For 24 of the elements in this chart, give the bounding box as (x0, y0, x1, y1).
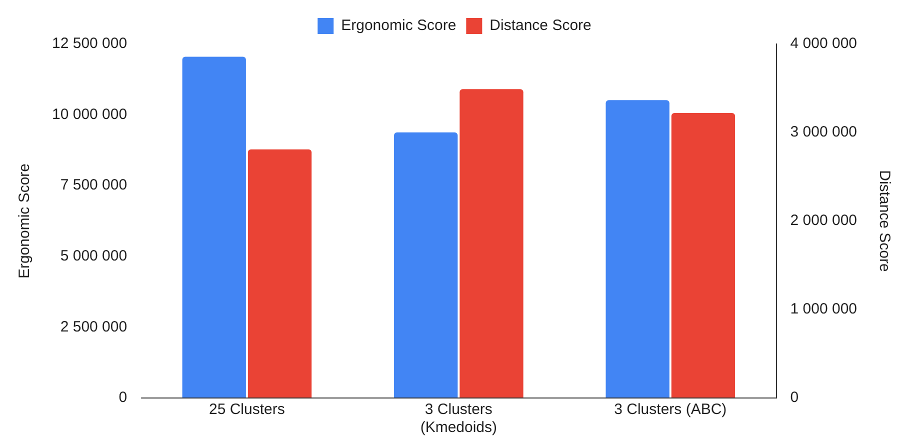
y-tick-label: 5 000 000 (60, 248, 128, 265)
y2-tick-label: 1 000 000 (790, 300, 858, 318)
y2-tick-label: 3 000 000 (790, 124, 858, 141)
bar (606, 100, 670, 398)
bar (394, 132, 458, 398)
y2-tick-label: 0 (790, 389, 799, 406)
y2-tick-label: 2 000 000 (790, 212, 858, 230)
bar (182, 56, 246, 398)
y2-tick-label: 4 000 000 (790, 35, 858, 52)
bar (248, 149, 312, 398)
x-tick-label: 3 Clusters (ABC) (614, 401, 727, 418)
legend-label: Ergonomic Score (341, 17, 456, 34)
y-tick-label: 2 500 000 (60, 318, 128, 336)
y-axis-title: Ergonomic Score (16, 163, 34, 279)
y-tick-label: 7 500 000 (60, 176, 128, 194)
bar (460, 89, 524, 398)
x-tick-label: 3 Clusters (Kmedoids) (420, 401, 498, 436)
legend-label: Distance Score (490, 17, 592, 34)
y-tick-label: 0 (118, 389, 128, 406)
bar (671, 113, 736, 398)
y2-axis-title: Distance Score (876, 170, 893, 272)
y-tick-label: 12 500 000 (52, 35, 128, 52)
x-tick-label: 25 Clusters (209, 401, 285, 418)
y-tick-label: 10 000 000 (52, 106, 128, 123)
